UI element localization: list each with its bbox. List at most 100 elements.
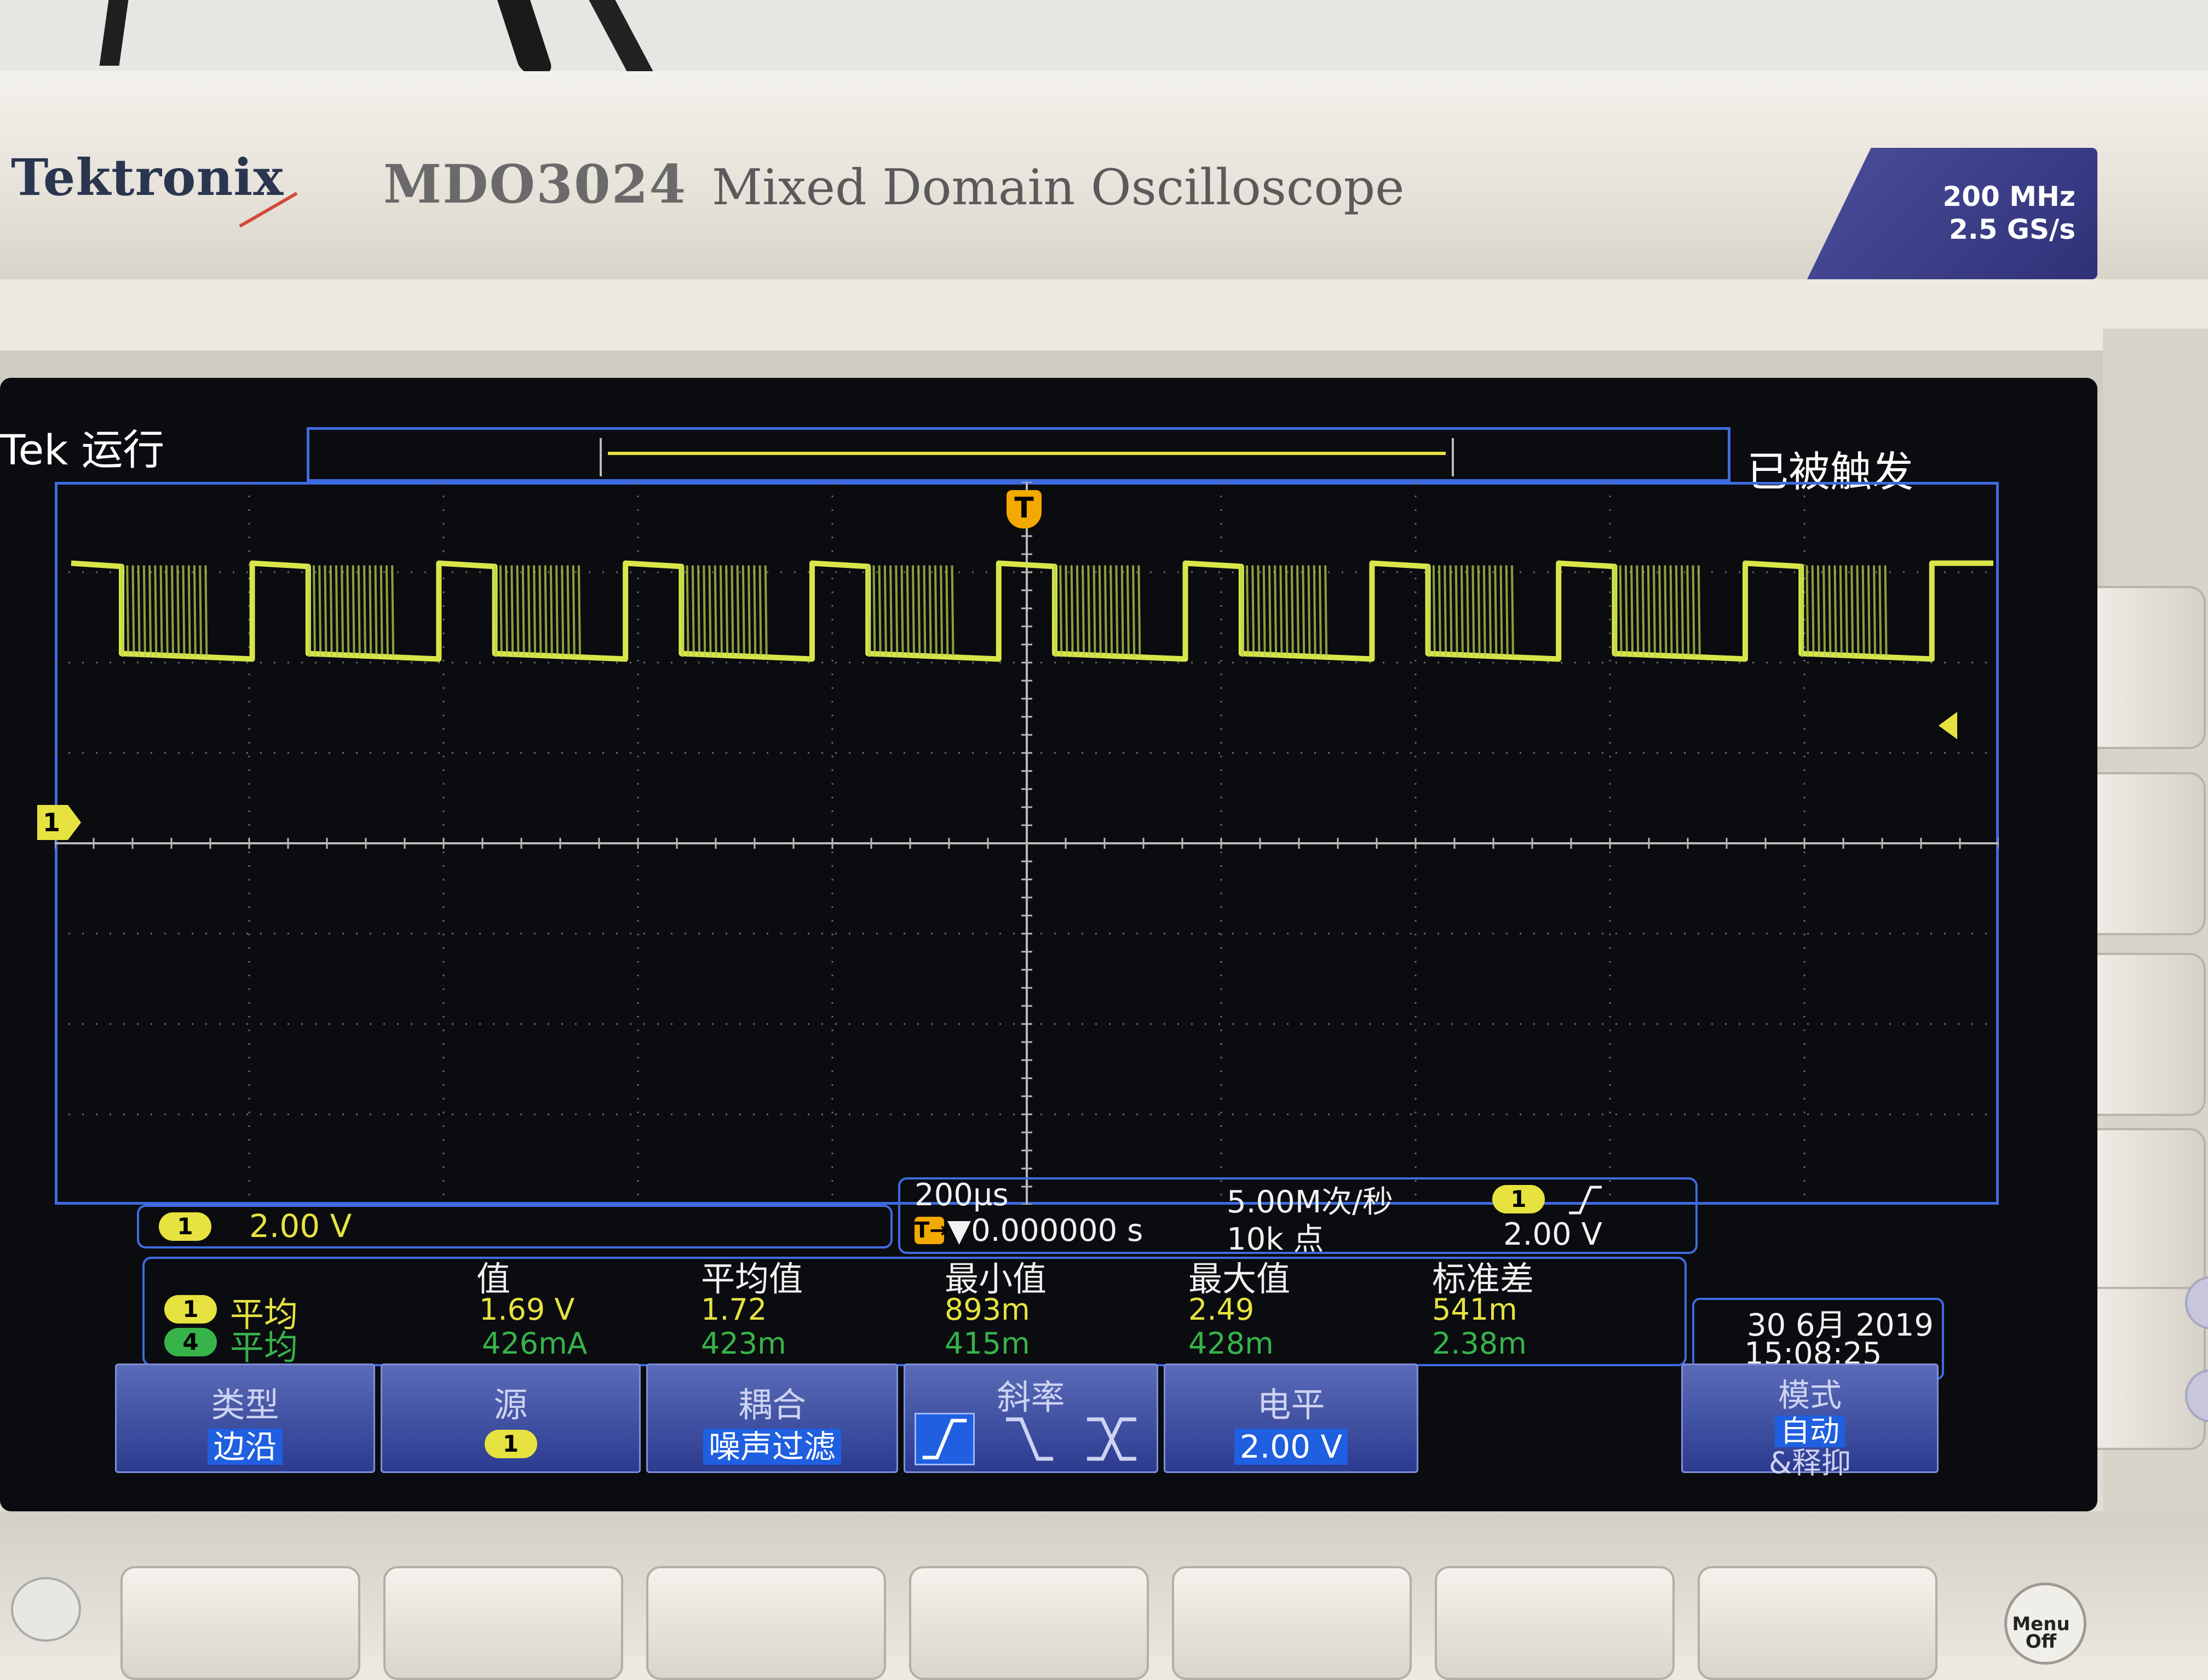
noise-edge (1873, 565, 1877, 657)
noise-edge (199, 565, 203, 657)
noise-edge (1686, 565, 1690, 657)
noise-edge (1120, 565, 1124, 657)
brand-logo: Tektronix (11, 148, 284, 207)
noise-edge (1499, 565, 1503, 657)
noise-edge (1652, 565, 1656, 657)
spec-bandwidth: 200 MHz (1942, 181, 2075, 212)
noise-edge (1307, 565, 1311, 657)
noise-edge (934, 565, 938, 657)
noise-edge (1076, 565, 1079, 657)
softkey-coupling[interactable]: 耦合 噪声过滤 (646, 1363, 898, 1473)
softkey-level-value: 2.00 V (1234, 1429, 1348, 1465)
rising-slope-icon[interactable] (915, 1413, 975, 1465)
either-slope-icon[interactable] (1082, 1413, 1142, 1465)
noise-edge (1427, 565, 1430, 657)
noise-edge (193, 565, 197, 657)
noise-edge (900, 565, 904, 657)
noise-edge (928, 565, 932, 657)
noise-edge (385, 565, 389, 657)
measurement-header: 最小值 (945, 1259, 1047, 1299)
horizontal-readout (898, 1177, 1698, 1254)
noise-edge (142, 565, 146, 657)
noise-edge (1302, 565, 1306, 657)
measurement-cell: 2.38m (1432, 1326, 1527, 1361)
softkey-level[interactable]: 电平 2.00 V (1164, 1363, 1418, 1473)
noise-edge (527, 565, 531, 657)
noise-edge (1867, 565, 1871, 657)
record-view-window (600, 438, 1454, 476)
noise-edge (510, 565, 514, 657)
noise-edge (533, 565, 537, 657)
softkey-coupling-value: 噪声过滤 (703, 1429, 841, 1465)
noise-edge (1510, 565, 1514, 657)
print-icon[interactable] (11, 1577, 81, 1642)
noise-edge (1806, 565, 1809, 657)
bottom-menu-key-1[interactable] (120, 1566, 360, 1680)
noise-edge (1240, 565, 1244, 657)
noise-edge (680, 565, 684, 657)
bottom-menu-key-6[interactable] (1435, 1566, 1675, 1680)
waveform-display (55, 482, 1999, 1205)
noise-edge (714, 565, 717, 657)
noise-edge (369, 565, 372, 657)
noise-edge (1494, 565, 1498, 657)
noise-edge (1641, 565, 1645, 657)
bottom-menu-key-5[interactable] (1172, 1566, 1412, 1680)
noise-edge (1098, 565, 1102, 657)
noise-edge (538, 565, 542, 657)
noise-edge (352, 565, 355, 657)
softkey-mode[interactable]: 模式 自动 &释抑 (1681, 1363, 1939, 1479)
measurement-cell: 415m (945, 1326, 1030, 1361)
noise-edge (1488, 565, 1492, 657)
softkey-source[interactable]: 源 1 (381, 1363, 641, 1473)
noise-edge (1092, 565, 1096, 657)
softkey-source-value: 1 (484, 1430, 537, 1458)
sample-rate: 5.00M次/秒 (1227, 1184, 1393, 1220)
bottom-menu-key-2[interactable] (383, 1566, 623, 1680)
noise-edge (1065, 565, 1068, 657)
record-length: 10k 点 (1227, 1222, 1324, 1257)
noise-edge (1054, 565, 1057, 657)
noise-edge (165, 565, 169, 657)
noise-edge (1839, 565, 1843, 657)
noise-edge (1505, 565, 1509, 657)
noise-edge (1833, 565, 1837, 657)
noise-edge (182, 565, 186, 657)
noise-edge (1636, 565, 1640, 657)
menu-off-label: Menu Off (2012, 1613, 2070, 1653)
noise-edge (1630, 565, 1634, 657)
noise-edge (741, 565, 745, 657)
noise-edge (154, 565, 158, 657)
measurement-cell: 893m (945, 1292, 1030, 1327)
noise-edge (1669, 565, 1673, 657)
run-status: Tek 运行 (0, 425, 165, 474)
measurement-header: 标准差 (1432, 1259, 1534, 1299)
noise-edge (736, 565, 740, 657)
noise-edge (912, 565, 916, 657)
noise-edge (1109, 565, 1113, 657)
noise-edge (872, 565, 876, 657)
measurement-cell: 1.69 V (479, 1292, 575, 1327)
bottom-menu-key-4[interactable] (909, 1566, 1149, 1680)
noise-edge (923, 565, 927, 657)
noise-edge (1137, 565, 1141, 657)
noise-edge (1104, 565, 1108, 657)
softkey-coupling-title: 耦合 (738, 1385, 806, 1425)
noise-edge (120, 565, 124, 657)
noise-edge (1613, 565, 1617, 657)
measurement-cell: 428m (1188, 1326, 1274, 1361)
noise-edge (555, 565, 559, 657)
noise-edge (1664, 565, 1668, 657)
bottom-menu-key-7[interactable] (1698, 1566, 1937, 1680)
noise-edge (1082, 565, 1085, 657)
bottom-menu-key-3[interactable] (646, 1566, 886, 1680)
noise-edge (561, 565, 565, 657)
softkey-type-value: 边沿 (208, 1429, 283, 1465)
softkey-type[interactable]: 类型 边沿 (115, 1363, 375, 1473)
noise-edge (940, 565, 944, 657)
noise-edge (906, 565, 910, 657)
softkey-slope-title: 斜率 (997, 1377, 1065, 1417)
noise-edge (1279, 565, 1283, 657)
noise-edge (1624, 565, 1628, 657)
falling-slope-icon[interactable] (999, 1413, 1060, 1465)
